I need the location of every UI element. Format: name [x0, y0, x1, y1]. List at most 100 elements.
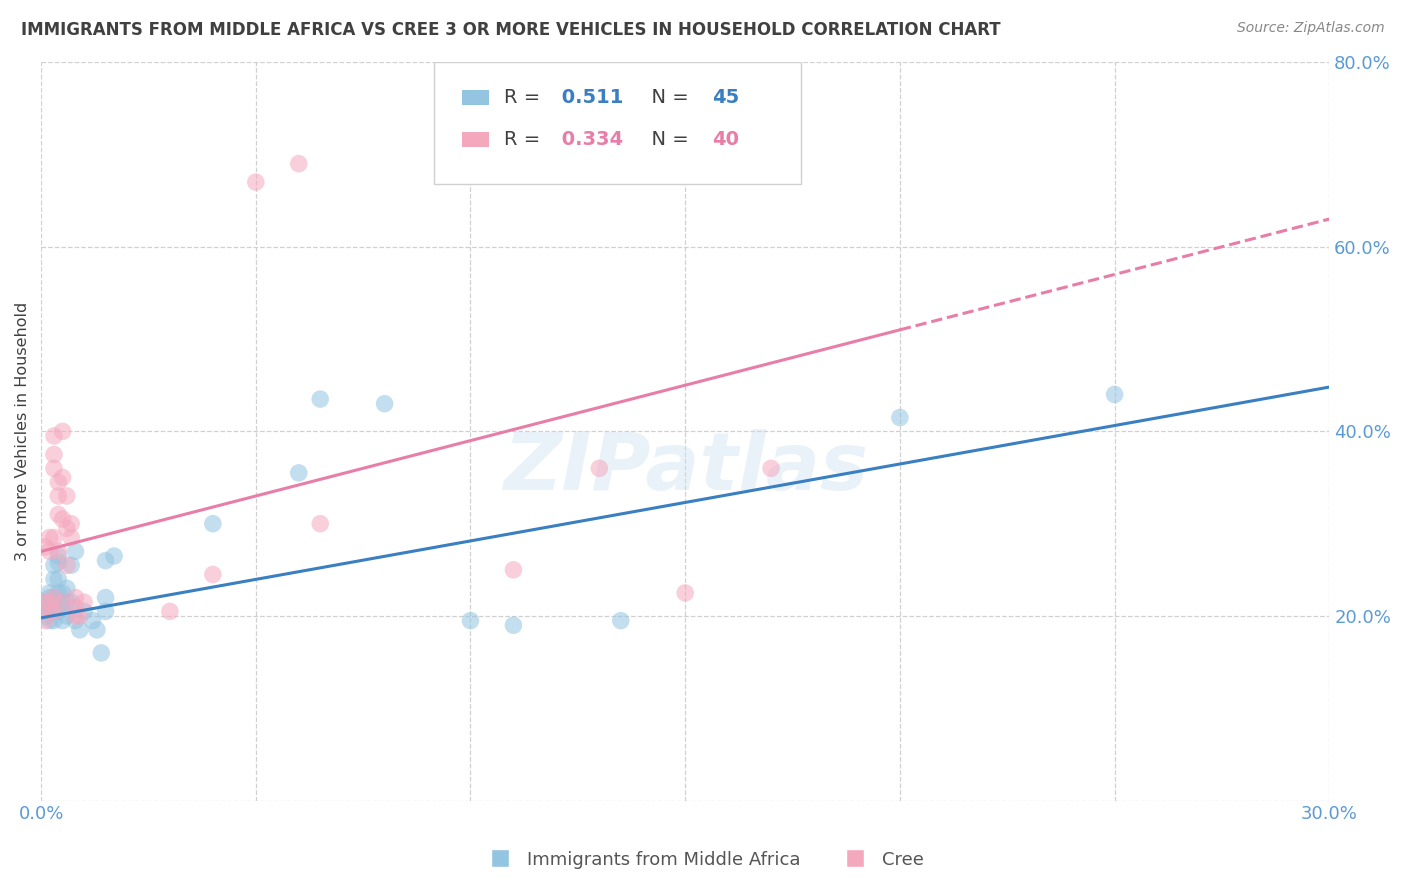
Point	[82, 614, 104, 628]
Point	[56, 609, 79, 624]
Point	[42, 591, 65, 605]
Point	[42, 604, 65, 618]
Point	[287, 466, 309, 480]
Text: ZIPatlas: ZIPatlas	[503, 429, 868, 508]
Point	[42, 461, 65, 475]
Point	[1104, 387, 1126, 401]
Point	[56, 489, 79, 503]
Point	[42, 614, 65, 628]
Point	[46, 549, 69, 563]
Point	[52, 512, 75, 526]
FancyBboxPatch shape	[434, 62, 801, 184]
Point	[42, 599, 65, 614]
Point	[38, 544, 60, 558]
FancyBboxPatch shape	[463, 132, 489, 147]
Point	[287, 156, 309, 170]
Text: N =: N =	[638, 88, 695, 107]
Text: 45: 45	[713, 88, 740, 107]
Point	[94, 604, 117, 618]
Point	[103, 549, 125, 563]
Point	[159, 604, 181, 618]
Point	[38, 604, 60, 618]
Point	[65, 544, 87, 558]
Point	[73, 595, 96, 609]
Point	[38, 531, 60, 545]
Point	[34, 595, 56, 609]
Point	[94, 591, 117, 605]
Point	[309, 516, 332, 531]
Point	[46, 508, 69, 522]
Point	[374, 397, 396, 411]
Point	[34, 604, 56, 618]
Point	[65, 614, 87, 628]
Point	[201, 567, 224, 582]
Point	[460, 614, 482, 628]
Text: R =: R =	[503, 130, 546, 149]
Point	[38, 614, 60, 628]
Point	[69, 609, 91, 624]
Point	[46, 544, 69, 558]
FancyBboxPatch shape	[463, 90, 489, 105]
Y-axis label: 3 or more Vehicles in Household: 3 or more Vehicles in Household	[15, 301, 30, 561]
Point	[759, 461, 782, 475]
Point	[52, 470, 75, 484]
Point	[60, 531, 83, 545]
Point	[56, 595, 79, 609]
Point	[52, 595, 75, 609]
Point	[56, 582, 79, 596]
Point	[673, 586, 696, 600]
Point	[94, 553, 117, 567]
Text: 0.511: 0.511	[555, 88, 623, 107]
Legend: Immigrants from Middle Africa, Cree: Immigrants from Middle Africa, Cree	[475, 844, 931, 876]
Point	[52, 595, 75, 609]
Point	[42, 572, 65, 586]
Point	[86, 623, 108, 637]
Point	[65, 599, 87, 614]
Point	[46, 572, 69, 586]
Point	[38, 591, 60, 605]
Text: Source: ZipAtlas.com: Source: ZipAtlas.com	[1237, 21, 1385, 35]
Point	[34, 595, 56, 609]
Point	[34, 609, 56, 624]
Point	[201, 516, 224, 531]
Text: R =: R =	[503, 88, 546, 107]
Point	[60, 516, 83, 531]
Point	[60, 558, 83, 573]
Point	[69, 623, 91, 637]
Point	[46, 489, 69, 503]
Text: N =: N =	[638, 130, 695, 149]
Point	[56, 558, 79, 573]
Point	[38, 586, 60, 600]
Point	[65, 591, 87, 605]
Point	[502, 563, 524, 577]
Point	[42, 429, 65, 443]
Point	[46, 604, 69, 618]
Point	[889, 410, 911, 425]
Point	[588, 461, 610, 475]
Point	[38, 599, 60, 614]
Text: IMMIGRANTS FROM MIDDLE AFRICA VS CREE 3 OR MORE VEHICLES IN HOUSEHOLD CORRELATIO: IMMIGRANTS FROM MIDDLE AFRICA VS CREE 3 …	[21, 21, 1001, 38]
Text: 0.334: 0.334	[555, 130, 623, 149]
Point	[90, 646, 112, 660]
Point	[34, 540, 56, 554]
Point	[610, 614, 633, 628]
Point	[52, 614, 75, 628]
Point	[34, 614, 56, 628]
Point	[245, 175, 267, 189]
Point	[309, 392, 332, 406]
Point	[73, 604, 96, 618]
Text: 40: 40	[713, 130, 740, 149]
Point	[42, 591, 65, 605]
Point	[52, 586, 75, 600]
Point	[42, 447, 65, 461]
Point	[42, 531, 65, 545]
Point	[65, 609, 87, 624]
Point	[46, 586, 69, 600]
Point	[38, 595, 60, 609]
Point	[56, 521, 79, 535]
Point	[502, 618, 524, 632]
Point	[46, 556, 69, 570]
Point	[60, 595, 83, 609]
Point	[52, 425, 75, 439]
Point	[46, 475, 69, 490]
